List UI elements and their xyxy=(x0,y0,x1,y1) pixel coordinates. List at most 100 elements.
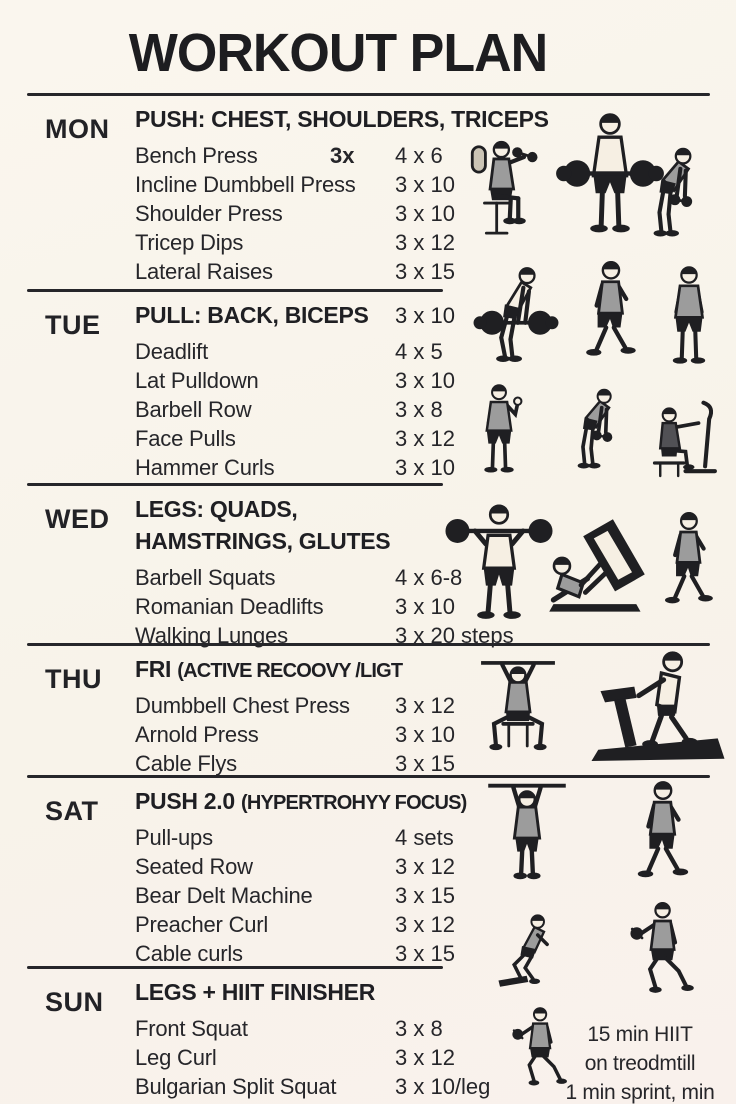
exercise-row: Incline Dumbbell Press 3 x 10 xyxy=(135,170,615,199)
exercise-name: Bulgarian Split Squat xyxy=(135,1074,337,1099)
exercise-rows: Bench Press 3x 4 x 6 Incline Dumbbell Pr… xyxy=(135,141,615,286)
exercise-row: Leg Curl 3 x 12 xyxy=(135,1043,615,1072)
section-content: LEGS + HIIT FINISHER Front Squat 3 x 8 L… xyxy=(135,978,615,1101)
exercise-name: Pull-ups xyxy=(135,825,213,850)
exercise-row: Romanian Deadlifts 3 x 10 xyxy=(135,592,615,621)
exercise-row: Bear Delt Machine 3 x 15 xyxy=(135,881,615,910)
exercise-row: Dumbbell Chest Press 3 x 12 xyxy=(135,691,615,720)
section-content: PUSH 2.0 (HYPERTROHYY FOCUS) Pull-ups 4 … xyxy=(135,787,615,968)
exercise-sets: 3 x 12 xyxy=(395,693,455,718)
section-content: FRI (ACTIVE RECOOVY /LIGT Dumbbell Chest… xyxy=(135,655,615,778)
section-divider xyxy=(27,289,443,292)
figure-bicep-curl-icon xyxy=(450,380,548,486)
exercise-sets: 3 x 10 xyxy=(395,201,455,226)
exercise-name: Barbell Row xyxy=(135,397,252,422)
day-section-sun: SUN LEGS + HIIT FINISHER Front Squat 3 x… xyxy=(0,966,736,1104)
exercise-row: Arnold Press 3 x 10 xyxy=(135,720,615,749)
day-label: THU xyxy=(45,664,102,694)
section-heading: PUSH: CHEST, SHOULDERS, TRICEPS xyxy=(135,106,549,132)
exercise-name: Arnold Press xyxy=(135,722,259,747)
exercise-sets: 4 x 5 xyxy=(395,339,443,364)
section-heading-row: FRI (ACTIVE RECOOVY /LIGT xyxy=(135,655,615,687)
figure-running-icon xyxy=(606,776,718,902)
exercise-sets: 3 x 12 xyxy=(395,426,455,451)
day-label: SUN xyxy=(45,987,104,1017)
figure-treadmill-icon xyxy=(584,646,732,770)
exercise-name: Preacher Curl xyxy=(135,912,269,937)
exercise-sets: 3 x 15 xyxy=(395,941,455,966)
day-section-sat: SAT PUSH 2.0 (HYPERTROHYY FOCUS) Pull-up… xyxy=(0,775,736,966)
day-section-wed: WED LEGS: QUADS, HAMSTRINGS, GLUTES Barb… xyxy=(0,483,736,648)
exercise-sets: 3 x 12 xyxy=(395,1045,455,1070)
exercise-name: Front Squat xyxy=(135,1016,248,1041)
section-heading-row: LEGS: QUADS, HAMSTRINGS, GLUTES xyxy=(135,495,615,559)
exercise-name: Cable curls xyxy=(135,941,243,966)
exercise-name: Seated Row xyxy=(135,854,253,879)
exercise-rows: Dumbbell Chest Press 3 x 12 Arnold Press… xyxy=(135,691,615,778)
exercise-row: Face Pulls 3 x 12 xyxy=(135,424,615,453)
exercise-row: Cable curls 3 x 15 xyxy=(135,939,615,968)
exercise-row: Hammer Curls 3 x 10 xyxy=(135,453,615,482)
figure-barbell-deadlift-icon xyxy=(460,260,572,380)
exercise-name: Shoulder Press xyxy=(135,201,283,226)
exercise-sets: 3 x 12 xyxy=(395,912,455,937)
section-content: LEGS: QUADS, HAMSTRINGS, GLUTES Barbell … xyxy=(135,495,615,650)
exercise-sets: 3 x 10/leg xyxy=(395,1074,491,1099)
section-heading-note: (ACTIVE RECOOVY /LIGT xyxy=(177,660,403,682)
figure-walking-icon xyxy=(642,498,734,636)
exercise-row: Cable Flys 3 x 15 xyxy=(135,749,615,778)
section-heading-row: PUSH 2.0 (HYPERTROHYY FOCUS) xyxy=(135,787,615,819)
exercise-sets: 3 x 10 xyxy=(395,594,455,619)
section-heading-row: PUSH: CHEST, SHOULDERS, TRICEPS xyxy=(135,105,615,137)
exercise-row: Lateral Raises 3 x 15 xyxy=(135,257,615,286)
day-section-mon: MON PUSH: CHEST, SHOULDERS, TRICEPS Benc… xyxy=(0,93,736,289)
exercise-name: Lat Pulldown xyxy=(135,368,259,393)
exercise-name: Tricep Dips xyxy=(135,230,244,255)
figure-bodyweight-squat-icon xyxy=(474,902,592,1004)
figure-seated-dumbbell-press-icon xyxy=(452,128,562,250)
exercise-row: Bench Press 3x 4 x 6 xyxy=(135,141,615,170)
section-divider xyxy=(27,775,710,778)
exercise-sets: 3 x 8 xyxy=(395,1016,443,1041)
hiit-note-line: on treodmtill xyxy=(584,1052,696,1075)
exercise-sets: 3 x 10 xyxy=(395,172,455,197)
exercise-name: Hammer Curls xyxy=(135,455,275,480)
section-heading: LEGS + HIIT FINISHER xyxy=(135,979,376,1005)
exercise-sets: 4 x 6 xyxy=(395,143,443,168)
exercise-name: Incline Dumbbell Press xyxy=(135,172,356,197)
section-divider xyxy=(27,483,443,486)
exercise-sets: 3 x 15 xyxy=(395,751,455,776)
exercise-row: Preacher Curl 3 x 12 xyxy=(135,910,615,939)
exercise-rows: Pull-ups 4 sets Seated Row 3 x 12 Bear D… xyxy=(135,823,615,968)
exercise-sets: 3 x 10 xyxy=(395,368,455,393)
figure-seated-overhead-press-icon xyxy=(462,650,574,770)
exercise-sets: 3 x 10 xyxy=(395,455,455,480)
exercise-sets: 3 x 12 xyxy=(395,854,455,879)
exercise-row: Seated Row 3 x 12 xyxy=(135,852,615,881)
section-heading: FRI xyxy=(135,656,172,682)
exercise-row: Tricep Dips 3 x 12 xyxy=(135,228,615,257)
exercise-row: Pull-ups 4 sets xyxy=(135,823,615,852)
exercise-row: Barbell Squats 4 x 6-8 xyxy=(135,563,615,592)
exercise-sets: 4 sets xyxy=(395,825,454,850)
section-divider xyxy=(27,93,710,96)
exercise-name: Dumbbell Chest Press xyxy=(135,693,350,718)
figure-standing-rest-icon xyxy=(644,260,734,380)
exercise-sets: 4 x 6-8 xyxy=(395,565,463,590)
section-heading-sets: 3 x 10 xyxy=(395,303,455,328)
figure-seated-cable-machine-icon xyxy=(625,388,733,494)
section-content: PUSH: CHEST, SHOULDERS, TRICEPS Bench Pr… xyxy=(135,105,615,286)
exercise-name: Lateral Raises xyxy=(135,259,273,284)
section-heading-row: PULL: BACK, BICEPS 3 x 10 xyxy=(135,301,615,333)
figure-dumbbell-lunge-icon xyxy=(598,896,720,1012)
section-heading: PULL: BACK, BICEPS xyxy=(135,302,369,328)
day-section-tue: TUE PULL: BACK, BICEPS 3 x 10 Deadlift 4… xyxy=(0,289,736,483)
day-label: WED xyxy=(45,504,110,534)
section-divider xyxy=(27,966,443,969)
exercise-sets: 3 x 10 xyxy=(395,722,455,747)
day-label: SAT xyxy=(45,796,99,826)
hiit-note-line: 15 min HIIT xyxy=(587,1023,693,1046)
exercise-note: 3x xyxy=(330,143,355,168)
exercise-sets: 3 x 15 xyxy=(395,883,455,908)
